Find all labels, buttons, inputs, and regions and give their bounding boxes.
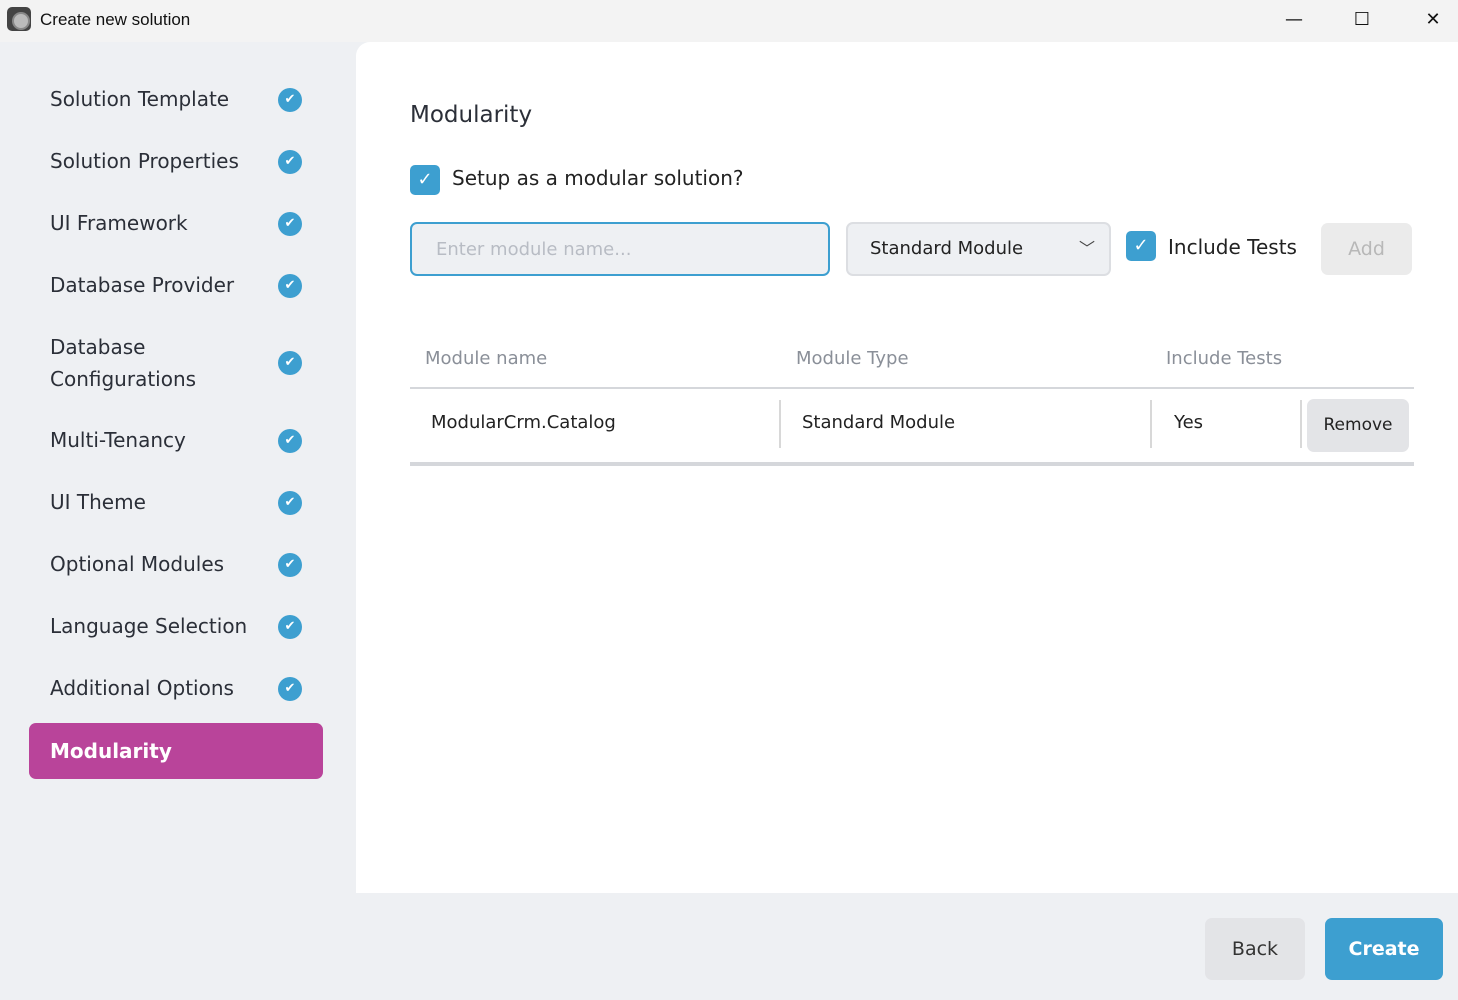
modular-checkbox[interactable]: ✓ (410, 165, 440, 195)
back-button[interactable]: Back (1205, 918, 1305, 980)
app-icon (7, 7, 31, 31)
sidebar-item-additional-options[interactable]: Additional Options (50, 676, 234, 700)
check-circle-icon: ✔ (278, 351, 302, 375)
column-header: Include Tests (1166, 348, 1283, 369)
column-header: Module Type (796, 348, 909, 369)
check-circle-icon: ✔ (278, 615, 302, 639)
module-type-cell: Standard Module (802, 412, 956, 433)
minimize-button[interactable]: — (1285, 9, 1303, 30)
include-tests-checkbox[interactable]: ✓ (1126, 231, 1156, 261)
chevron-down-icon: ﹀ (1078, 239, 1095, 258)
sidebar-item-solution-properties[interactable]: Solution Properties (50, 149, 239, 173)
divider (1300, 400, 1302, 448)
module-name-input[interactable] (410, 222, 830, 276)
sidebar-item-language-selection[interactable]: Language Selection (50, 614, 248, 638)
check-circle-icon: ✔ (278, 274, 302, 298)
module-name-cell: ModularCrm.Catalog (431, 412, 616, 433)
include-tests-label: Include Tests (1168, 235, 1297, 259)
main-panel: Modularity ✓ Setup as a modular solution… (356, 42, 1458, 893)
divider (779, 400, 781, 448)
module-type-select[interactable]: Standard Module ﹀ (846, 222, 1111, 276)
sidebar-item-ui-theme[interactable]: UI Theme (50, 490, 146, 514)
sidebar-item-database-configurations[interactable]: Database Configurations (50, 335, 197, 391)
column-header: Module name (425, 348, 548, 369)
module-type-value: Standard Module (870, 238, 1024, 259)
sidebar-item-solution-template[interactable]: Solution Template (50, 87, 230, 111)
check-circle-icon: ✔ (278, 553, 302, 577)
check-circle-icon: ✔ (278, 212, 302, 236)
window-title: Create new solution (40, 10, 191, 29)
add-button[interactable]: Add (1321, 223, 1412, 275)
check-circle-icon: ✔ (278, 429, 302, 453)
check-circle-icon: ✔ (278, 677, 302, 701)
maximize-button[interactable]: ☐ (1353, 9, 1371, 30)
divider (410, 462, 1414, 466)
sidebar-item-modularity[interactable]: Modularity (29, 723, 323, 779)
sidebar-item-ui-framework[interactable]: UI Framework (50, 211, 188, 235)
title-bar: Create new solution — ☐ ✕ (0, 0, 1458, 42)
page-title: Modularity (410, 102, 533, 128)
check-circle-icon: ✔ (278, 491, 302, 515)
sidebar-item-multi-tenancy[interactable]: Multi-Tenancy (50, 428, 186, 452)
create-button[interactable]: Create (1325, 918, 1443, 980)
include-tests-cell: Yes (1174, 412, 1204, 433)
check-circle-icon: ✔ (278, 150, 302, 174)
divider (410, 387, 1414, 389)
close-button[interactable]: ✕ (1425, 9, 1441, 30)
divider (1150, 400, 1152, 448)
sidebar-item-database-provider[interactable]: Database Provider (50, 273, 235, 297)
sidebar-item-optional-modules[interactable]: Optional Modules (50, 552, 225, 576)
remove-button[interactable]: Remove (1307, 399, 1409, 452)
modular-checkbox-label: Setup as a modular solution? (452, 166, 744, 190)
check-circle-icon: ✔ (278, 88, 302, 112)
